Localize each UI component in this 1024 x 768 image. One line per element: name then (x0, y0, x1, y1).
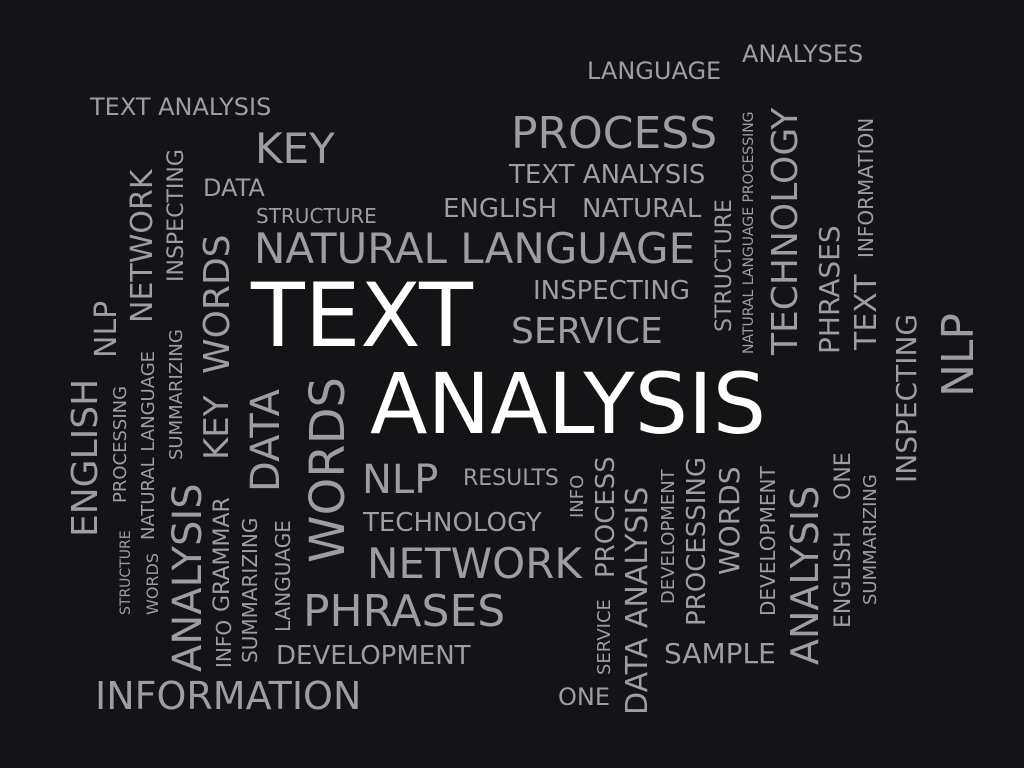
word-one-vertical: ONE (831, 452, 856, 500)
word-grammar-vertical: GRAMMAR (210, 497, 235, 612)
word-words-small-vertical: WORDS (143, 552, 162, 615)
word-phrases: PHRASES (303, 586, 506, 637)
word-language-vertical: LANGUAGE (271, 520, 295, 632)
word-analysis-vertical-right: ANALYSIS (783, 485, 827, 665)
word-network-vertical: NETWORK (125, 169, 160, 323)
word-words-vertical-2: WORDS (713, 466, 746, 575)
word-info-vertical: INFO (567, 474, 588, 518)
word-words-large-vertical: WORDS (300, 376, 356, 563)
word-data-vertical: DATA (243, 388, 289, 492)
word-summarizing-vertical: SUMMARIZING (166, 329, 187, 460)
word-nlp-horizontal: NLP (362, 457, 439, 503)
word-text-analysis-top: TEXT ANALYSIS (90, 93, 272, 121)
word-words-vertical: WORDS (197, 234, 238, 374)
word-key: KEY (255, 124, 335, 173)
word-one: ONE (558, 683, 611, 711)
word-network: NETWORK (367, 539, 582, 588)
word-info-vertical-left: INFO (212, 619, 236, 668)
word-development-vertical-2: DEVELOPMENT (756, 466, 780, 616)
word-analysis-hero: ANALYSIS (370, 355, 767, 453)
word-natural-language-processing: NATURAL LANGUAGE PROCESSING (741, 111, 757, 354)
word-analysis-vertical-left: ANALYSIS (165, 483, 211, 672)
word-nlp-vertical: NLP (89, 300, 124, 358)
word-inspecting-vertical: INSPECTING (890, 313, 923, 483)
word-technology: TECHNOLOGY (363, 508, 542, 538)
word-technology-vertical: TECHNOLOGY (765, 107, 806, 355)
word-data: DATA (203, 174, 265, 202)
word-phrases-vertical: PHRASES (813, 225, 846, 354)
word-structure: STRUCTURE (256, 204, 377, 228)
word-development: DEVELOPMENT (276, 641, 471, 671)
word-process-vertical: PROCESS (591, 456, 621, 578)
word-natural-language-vertical: NATURAL LANGUAGE (138, 350, 159, 540)
word-language: LANGUAGE (587, 57, 722, 85)
word-key-vertical: KEY (197, 395, 237, 460)
word-natural-language: NATURAL LANGUAGE (254, 224, 696, 273)
word-information-vertical: INFORMATION (854, 117, 878, 258)
word-english-vertical: ENGLISH (65, 378, 106, 537)
word-summarizing-vertical-2: SUMMARIZING (238, 517, 262, 663)
word-inspecting-vertical-left: INSPECTING (164, 149, 189, 282)
word-text-hero: TEXT (251, 264, 473, 367)
word-process: PROCESS (511, 108, 718, 159)
word-inspecting: INSPECTING (533, 276, 691, 306)
word-summarizing-vertical-right: SUMMARIZING (860, 474, 881, 605)
word-english: ENGLISH (443, 194, 558, 224)
word-nlp-vertical-right: NLP (933, 313, 984, 397)
word-data-analysis-vertical: DATA ANALYSIS (620, 486, 655, 715)
word-english-vertical-right: ENGLISH (831, 531, 856, 628)
word-text-vertical: TEXT (849, 274, 884, 350)
word-results: RESULTS (463, 466, 559, 491)
word-sample: SAMPLE (664, 637, 776, 670)
word-information: INFORMATION (95, 674, 362, 718)
word-structure-vertical: STRUCTURE (712, 199, 737, 332)
word-service-vertical: SERVICE (594, 599, 615, 675)
word-development-vertical: DEVELOPMENT (658, 469, 679, 604)
word-text-analysis-mid: TEXT ANALYSIS (509, 160, 706, 190)
word-structure-small-vertical: STRUCTURE (118, 530, 134, 615)
word-natural: NATURAL (582, 194, 702, 224)
word-processing-vertical-2: PROCESSING (682, 456, 712, 626)
word-analyses: ANALYSES (742, 40, 864, 68)
word-service: SERVICE (511, 311, 663, 352)
word-processing-vertical: PROCESSING (110, 385, 131, 503)
